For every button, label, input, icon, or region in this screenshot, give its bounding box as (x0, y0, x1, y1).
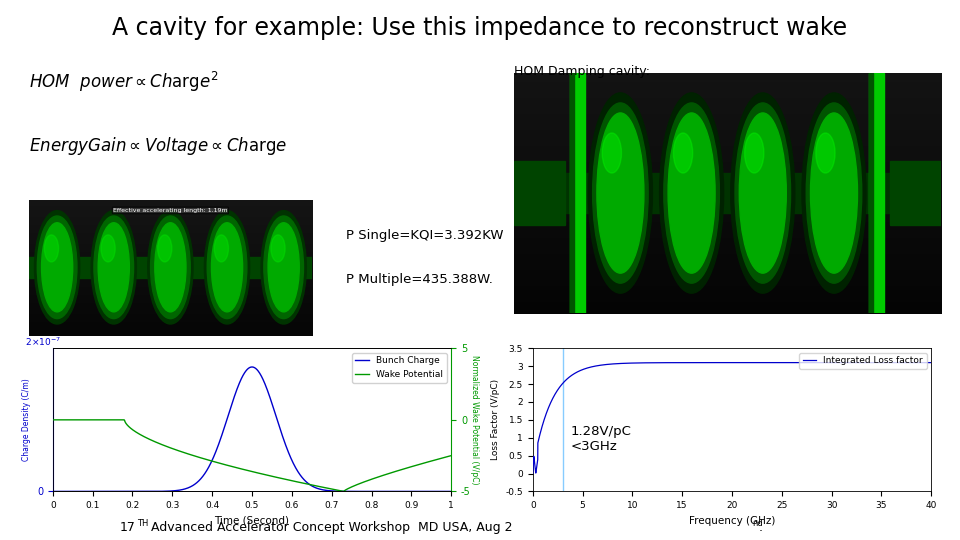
Ellipse shape (37, 216, 77, 319)
Bar (869, 73, 884, 313)
Ellipse shape (204, 211, 250, 324)
Text: A cavity for example: Use this impedance to reconstruct wake: A cavity for example: Use this impedance… (112, 16, 848, 40)
Ellipse shape (271, 235, 285, 262)
Ellipse shape (663, 103, 719, 283)
Ellipse shape (101, 235, 115, 262)
Text: 1.28V/pC
<3GHz: 1.28V/pC <3GHz (570, 425, 632, 453)
Ellipse shape (35, 211, 80, 324)
Ellipse shape (207, 216, 247, 319)
Ellipse shape (44, 235, 59, 262)
Text: Effective accelerating length: 1.19m: Effective accelerating length: 1.19m (113, 208, 228, 213)
Y-axis label: Charge Density (C/m): Charge Density (C/m) (22, 379, 32, 461)
Ellipse shape (211, 222, 243, 312)
Ellipse shape (674, 133, 693, 173)
Ellipse shape (268, 222, 300, 312)
Ellipse shape (802, 93, 866, 293)
Text: TH: TH (137, 519, 149, 528)
Ellipse shape (660, 93, 724, 293)
Bar (890, 161, 941, 225)
X-axis label: Time (Second): Time (Second) (214, 516, 290, 525)
Text: Advanced Accelerator Concept Workshop  MD USA, Aug 2: Advanced Accelerator Concept Workshop MD… (147, 521, 513, 534)
Bar (514, 173, 941, 213)
Ellipse shape (94, 216, 133, 319)
Ellipse shape (214, 235, 228, 262)
Text: $\mathit{HOM\ \ power} \propto \mathit{Ch}\mathrm{arg}\mathit{e}^2$: $\mathit{HOM\ \ power} \propto \mathit{C… (29, 70, 218, 94)
Legend: Integrated Loss factor: Integrated Loss factor (799, 353, 926, 369)
Bar (570, 73, 586, 313)
Text: HOM Damping cavity:: HOM Damping cavity: (514, 65, 650, 78)
Ellipse shape (264, 216, 303, 319)
Ellipse shape (745, 133, 764, 173)
Ellipse shape (41, 222, 73, 312)
Ellipse shape (155, 222, 186, 312)
Ellipse shape (597, 113, 644, 273)
Text: P Single=KQI=3.392KW: P Single=KQI=3.392KW (346, 230, 503, 242)
Bar (869, 73, 874, 313)
Bar (29, 256, 312, 278)
Bar (514, 161, 564, 225)
Text: $2\!\times\!10^{-7}$: $2\!\times\!10^{-7}$ (25, 336, 61, 348)
Text: nd: nd (753, 519, 763, 528)
Y-axis label: Loss Factor (V/pC): Loss Factor (V/pC) (491, 379, 500, 461)
Ellipse shape (731, 93, 795, 293)
Ellipse shape (98, 222, 130, 312)
Ellipse shape (816, 133, 835, 173)
Ellipse shape (602, 133, 621, 173)
Text: 17: 17 (120, 521, 136, 534)
Ellipse shape (592, 103, 648, 283)
Ellipse shape (739, 113, 786, 273)
Legend: Bunch Charge, Wake Potential: Bunch Charge, Wake Potential (351, 353, 446, 382)
Ellipse shape (148, 211, 193, 324)
Ellipse shape (261, 211, 306, 324)
Text: .: . (758, 521, 762, 534)
Ellipse shape (806, 103, 862, 283)
X-axis label: Frequency (GHz): Frequency (GHz) (689, 516, 775, 525)
Ellipse shape (735, 103, 791, 283)
Bar (570, 73, 574, 313)
Text: P Multiple=435.388W.: P Multiple=435.388W. (346, 273, 492, 286)
Ellipse shape (157, 235, 172, 262)
Ellipse shape (810, 113, 857, 273)
Ellipse shape (91, 211, 136, 324)
Y-axis label: Normalized Wake Potential (V/pC): Normalized Wake Potential (V/pC) (470, 355, 479, 484)
Text: $\mathit{EnergyGain} \propto \mathit{Voltage} \propto \mathit{Ch}\mathrm{arg}\ma: $\mathit{EnergyGain} \propto \mathit{Vol… (29, 135, 287, 157)
Ellipse shape (151, 216, 190, 319)
Ellipse shape (588, 93, 653, 293)
Ellipse shape (668, 113, 715, 273)
